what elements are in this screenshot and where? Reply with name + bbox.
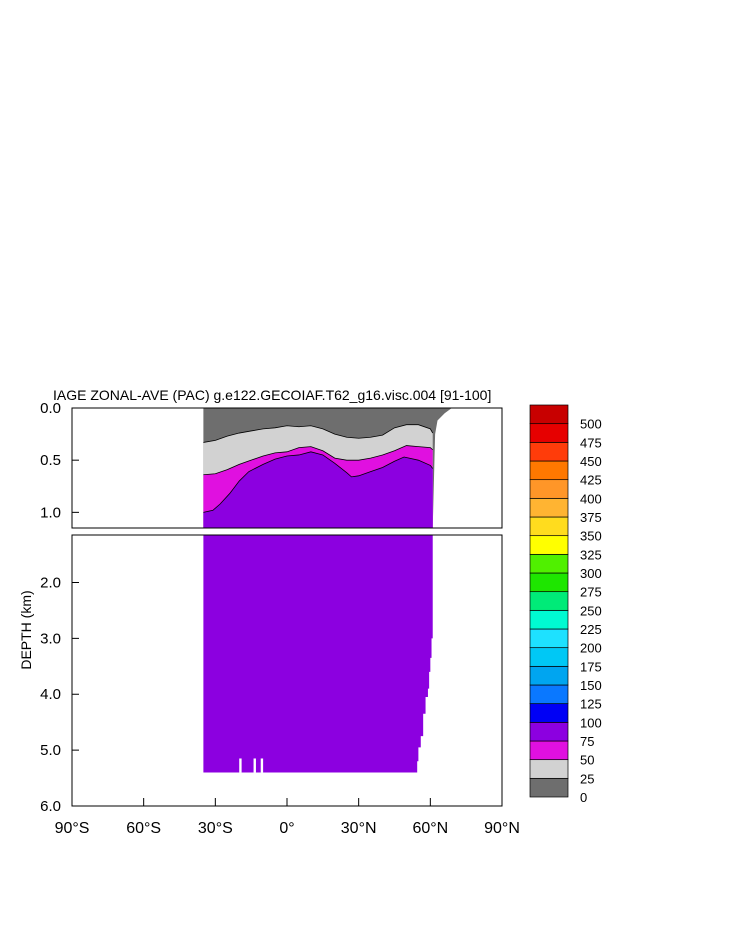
y-tick-label: 6.0	[40, 798, 61, 815]
colorbar-box	[529, 460, 569, 481]
colorbar-label: 500	[580, 417, 602, 432]
seafloor-gap-0	[239, 758, 242, 773]
y-tick-label: 2.0	[40, 574, 61, 591]
seafloor-gap-1	[253, 758, 256, 773]
colorbar-box	[529, 740, 569, 761]
y-tick-label: 4.0	[40, 686, 61, 703]
contour-iage_25	[203, 424, 434, 443]
colorbar-label: 75	[580, 734, 594, 749]
colorbar-label: 450	[580, 454, 602, 469]
chart-title: IAGE ZONAL-AVE (PAC) g.e122.GECOIAF.T62_…	[53, 387, 491, 403]
colorbar-box	[529, 441, 569, 462]
y-tick-label: 1.0	[40, 504, 61, 521]
colorbar-box	[529, 572, 569, 593]
y-tick-label: 0.0	[40, 400, 61, 417]
colorbar-label: 300	[580, 566, 602, 581]
x-tick-label: 30°N	[341, 820, 377, 837]
x-tick-label: 90°N	[484, 820, 520, 837]
colorbar-label: 125	[580, 697, 602, 712]
x-tick-label: 90°S	[55, 820, 90, 837]
y-tick-label: 3.0	[40, 630, 61, 647]
colorbar-label: 325	[580, 547, 602, 562]
colorbar-box	[529, 404, 569, 425]
colorbar-label: 50	[580, 753, 594, 768]
colorbar-box	[529, 647, 569, 667]
colorbar-label: 400	[580, 491, 602, 506]
colorbar-box	[529, 628, 569, 649]
colorbar-label: 0	[580, 790, 587, 805]
y-tick-label: 0.5	[40, 452, 61, 469]
upper-panel-frame	[71, 407, 503, 529]
colorbar-box	[529, 423, 569, 443]
colorbar-box	[529, 759, 569, 779]
colorbar-box	[529, 777, 569, 798]
colorbar-label: 250	[580, 603, 602, 618]
colorbar-label: 425	[580, 473, 602, 488]
x-tick-label: 30°S	[198, 820, 233, 837]
colorbar-box	[529, 516, 569, 537]
colorbar-box	[529, 497, 569, 518]
upper-panel-fill	[203, 408, 452, 528]
colorbar-label: 150	[580, 678, 602, 693]
colorbar-label: 100	[580, 715, 602, 730]
colorbar-box	[529, 553, 569, 574]
contour-iage_75	[203, 451, 434, 513]
contour-iage_50	[203, 445, 433, 476]
colorbar-box	[529, 684, 569, 705]
colorbar-box	[529, 535, 569, 555]
axes: 90°S 60°S 30°S 0° 30°N 60°N 90°N 0.0 0.5 1.0 2.0 3.…	[40, 400, 520, 837]
colorbar-label: 375	[580, 510, 602, 525]
colorbar-label: 275	[580, 585, 602, 600]
x-tick-label: 60°S	[126, 820, 161, 837]
colorbar-label: 350	[580, 529, 602, 544]
y-tick-label: 5.0	[40, 742, 61, 759]
y-axis-label: DEPTH (km)	[18, 590, 34, 669]
x-tick-label: 0°	[279, 820, 294, 837]
lower-panel-fill	[203, 535, 433, 773]
colorbar-box	[529, 479, 569, 499]
seafloor-gap-2	[260, 758, 264, 773]
iage-band-75-100	[203, 451, 433, 528]
colorbar-box	[529, 703, 569, 723]
colorbar-label: 25	[580, 771, 594, 786]
colorbar-label: 175	[580, 659, 602, 674]
colorbar-label: 225	[580, 622, 602, 637]
colorbar-label: 475	[580, 435, 602, 450]
x-tick-label: 60°N	[412, 820, 448, 837]
colorbar-box	[529, 609, 569, 630]
colorbar-label: 200	[580, 641, 602, 656]
colorbar-box	[529, 665, 569, 686]
colorbar-box	[529, 721, 569, 742]
colorbar-box	[529, 591, 569, 611]
colorbar: 0 25 50 75 100 125 150 175 200 225 250 275 300 325 350…	[529, 404, 602, 805]
iage-deep-fill	[203, 535, 433, 773]
